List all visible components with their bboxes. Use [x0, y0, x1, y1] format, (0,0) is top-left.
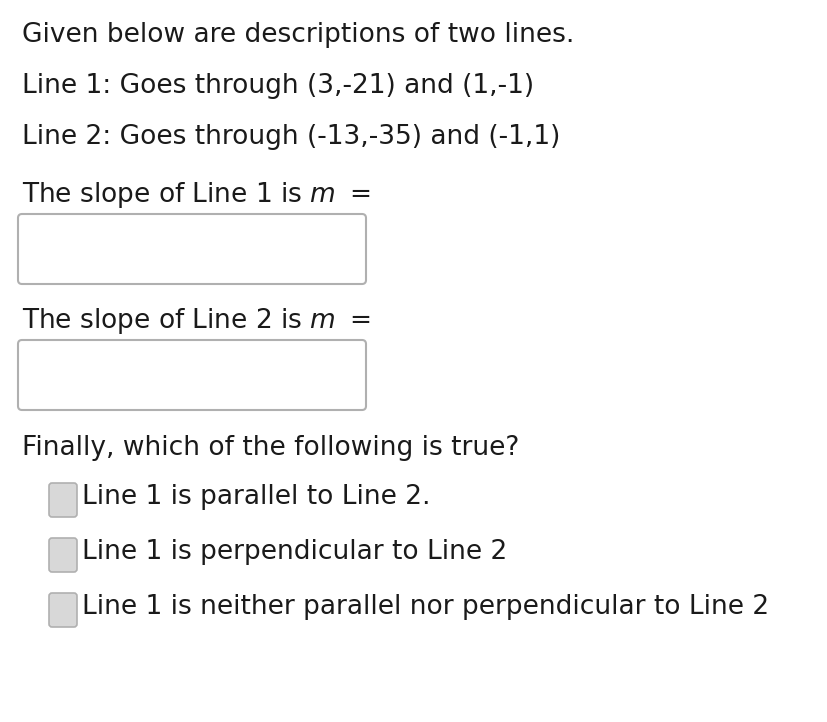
FancyBboxPatch shape: [49, 593, 77, 627]
FancyBboxPatch shape: [49, 538, 77, 572]
Text: Line 1: Goes through (3,-21) and (1,-1): Line 1: Goes through (3,-21) and (1,-1): [22, 73, 533, 99]
Text: Finally, which of the following is true?: Finally, which of the following is true?: [22, 435, 519, 461]
Text: Line 1 is perpendicular to Line 2: Line 1 is perpendicular to Line 2: [82, 539, 507, 565]
FancyBboxPatch shape: [18, 214, 366, 284]
FancyBboxPatch shape: [49, 483, 77, 517]
Text: Line 2: Goes through (-13,-35) and (-1,1): Line 2: Goes through (-13,-35) and (-1,1…: [22, 124, 560, 150]
Text: Line 1 is parallel to Line 2.: Line 1 is parallel to Line 2.: [82, 484, 430, 510]
FancyBboxPatch shape: [18, 340, 366, 410]
Text: The slope of Line 2 is $m\ =$: The slope of Line 2 is $m\ =$: [22, 306, 370, 336]
Text: Given below are descriptions of two lines.: Given below are descriptions of two line…: [22, 22, 574, 48]
Text: Line 1 is neither parallel nor perpendicular to Line 2: Line 1 is neither parallel nor perpendic…: [82, 594, 768, 620]
Text: The slope of Line 1 is $m\ =$: The slope of Line 1 is $m\ =$: [22, 180, 370, 210]
